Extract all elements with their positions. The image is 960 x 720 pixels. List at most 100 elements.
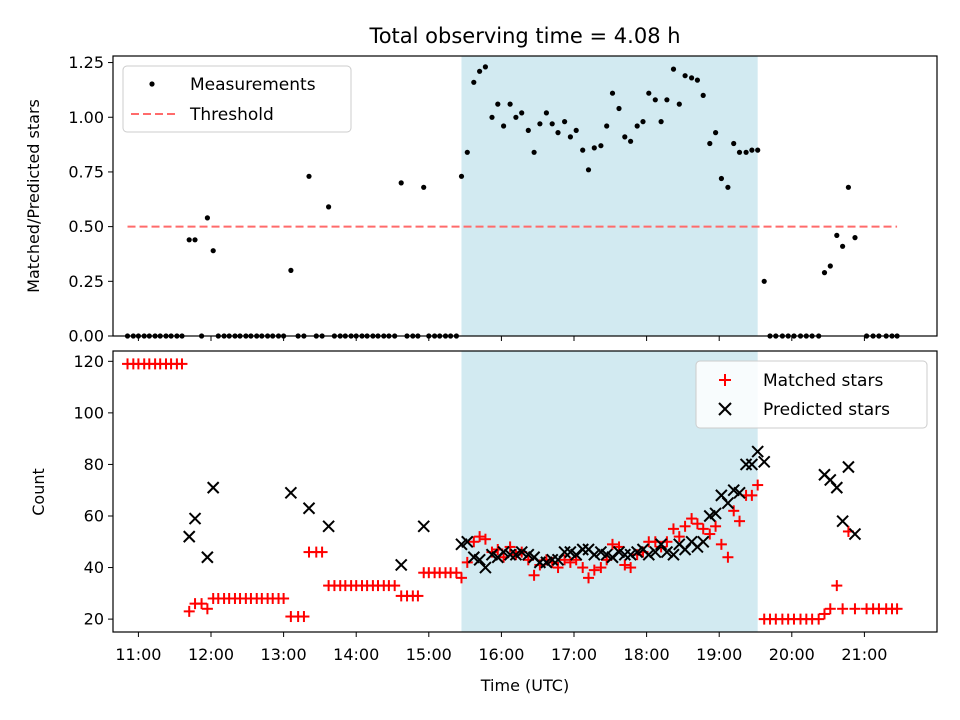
measurement-point: [464, 149, 470, 155]
x-tick-label: 19:00: [696, 645, 742, 664]
top-y-axis-label: Matched/Predicted stars: [24, 99, 43, 293]
measurement-point: [821, 270, 828, 276]
measurement-point: [501, 123, 507, 129]
measurement-point: [743, 149, 749, 155]
matched-star-point: [722, 551, 734, 563]
measurement-point: [731, 140, 737, 147]
predicted-star-point: [709, 507, 722, 520]
x-tick-label: 16:00: [478, 645, 524, 664]
matched-star-point: [831, 580, 843, 592]
y-tick-label: 60: [84, 506, 104, 525]
measurement-point: [573, 127, 579, 133]
measurement-point: [713, 130, 719, 136]
predicted-star-point: [417, 520, 430, 533]
matched-star-point: [455, 572, 467, 584]
measurement-point: [398, 180, 404, 186]
legend-matched-marker: [719, 374, 731, 386]
measurement-point: [628, 138, 634, 144]
predicted-star-point: [461, 535, 474, 548]
y-tick-label: 80: [84, 455, 104, 474]
measurement-point: [616, 105, 622, 112]
matched-star-point: [468, 536, 480, 548]
predicted-star-point: [503, 548, 517, 561]
predicted-star-point: [721, 496, 735, 510]
measurement-point: [676, 101, 682, 107]
predicted-star-point: [558, 545, 571, 559]
predicted-star-point: [758, 455, 771, 469]
predicted-star-point: [745, 458, 759, 471]
measurement-point: [525, 127, 531, 133]
matched-star-point: [824, 603, 836, 615]
matched-star-point: [450, 567, 462, 579]
top-legend: Measurements Threshold: [122, 65, 352, 133]
measurement-point: [755, 147, 761, 153]
x-tick-label: 20:00: [769, 645, 815, 664]
legend-threshold-label: Threshold: [189, 105, 274, 125]
measurement-point: [840, 243, 846, 249]
matched-star-point: [595, 562, 607, 574]
measurement-point: [204, 215, 210, 221]
measurement-point: [598, 143, 604, 149]
predicted-star-point: [322, 520, 335, 533]
measurement-point: [585, 167, 592, 173]
measurement-point: [458, 173, 465, 179]
matched-star-point: [389, 580, 401, 592]
measurement-point: [761, 278, 767, 284]
y-tick-label: 1.00: [68, 108, 104, 127]
predicted-star-point: [848, 527, 862, 541]
matched-star-point: [667, 523, 679, 535]
measurement-point: [725, 184, 731, 190]
legend-predicted-marker: [718, 402, 732, 416]
measurement-point: [749, 147, 755, 153]
matched-star-point: [673, 531, 685, 543]
measurement-point: [537, 121, 543, 127]
matched-star-point: [577, 562, 589, 574]
predicted-star-point: [733, 486, 746, 499]
measurement-point: [670, 66, 677, 72]
matched-star-point: [891, 603, 903, 615]
y-tick-label: 20: [84, 610, 104, 629]
measurement-point: [489, 114, 495, 120]
predicted-star-point: [654, 538, 668, 551]
measurement-point: [652, 97, 658, 103]
predicted-star-point: [576, 543, 589, 556]
predicted-star-point: [188, 512, 202, 525]
matched-star-point: [479, 533, 491, 545]
predicted-star-point: [649, 545, 662, 559]
matched-star-point: [728, 505, 740, 517]
matched-star-point: [559, 554, 571, 566]
predicted-star-point: [302, 502, 316, 515]
measurement-point: [609, 90, 616, 96]
predicted-star-point: [830, 481, 844, 494]
matched-star-point: [298, 611, 310, 623]
predicted-star-point: [642, 548, 655, 561]
y-tick-label: 0.75: [68, 162, 104, 181]
predicted-star-point: [515, 545, 528, 559]
bottom-legend-box: [695, 360, 928, 429]
measurement-point: [192, 237, 198, 243]
predicted-star-point: [284, 486, 298, 499]
matched-star-point: [679, 520, 691, 532]
predicted-star-point: [206, 481, 220, 494]
matched-star-point: [813, 613, 825, 625]
y-tick-label: 1.25: [68, 53, 104, 72]
predicted-star-point: [697, 535, 710, 548]
measurement-point: [519, 110, 525, 116]
predicted-star-point: [546, 553, 559, 567]
measurement-point: [562, 119, 568, 125]
matched-star-point: [746, 489, 758, 501]
matched-star-point: [278, 592, 290, 604]
top-plot-frame: [112, 55, 938, 337]
measurement-point: [421, 184, 427, 190]
measurement-point: [186, 237, 192, 243]
legend-measurements-marker: [149, 81, 155, 87]
measurement-point: [634, 123, 640, 129]
chart-title: Total observing time = 4.08 h: [368, 24, 680, 48]
measurement-point: [604, 123, 610, 129]
bottom-y-axis-label: Count: [29, 468, 48, 516]
measurement-point: [707, 140, 713, 147]
predicted-star-point: [660, 545, 674, 559]
measurement-point: [482, 64, 488, 70]
matched-star-point: [201, 603, 213, 615]
y-tick-label: 0.00: [68, 327, 104, 346]
